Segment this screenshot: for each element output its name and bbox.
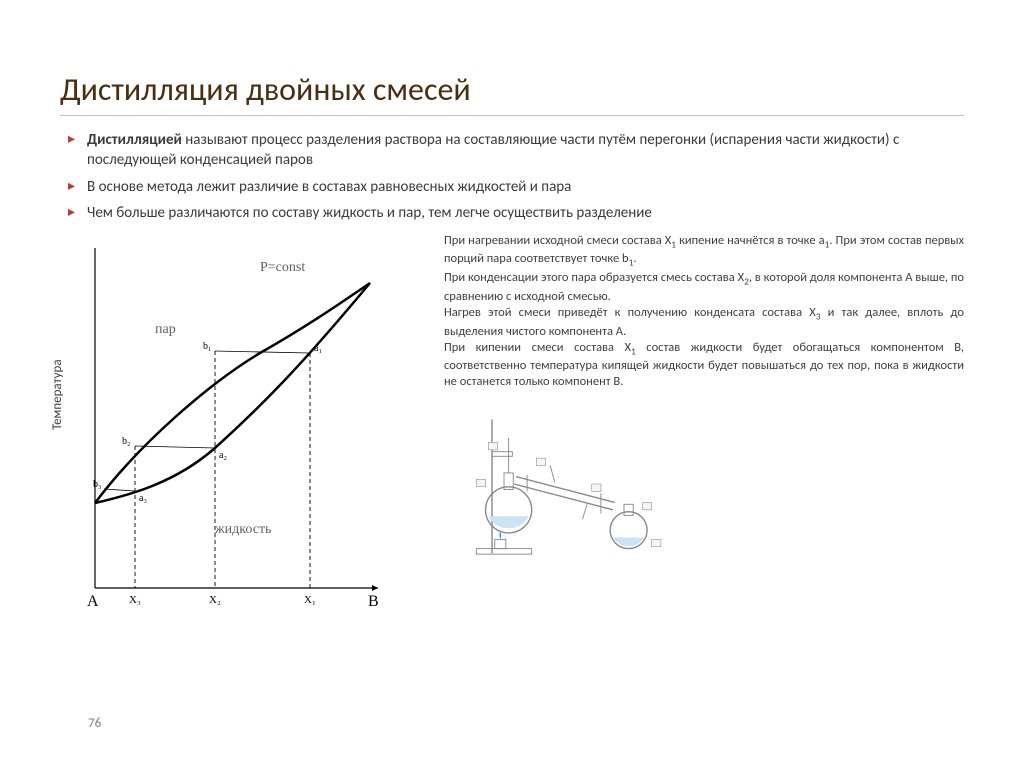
paragraph: При кипении смеси состава X1 состав жидк… (444, 340, 964, 389)
page-number: 76 (88, 716, 101, 731)
bullet-text: Чем больше различаются по составу жидкос… (87, 203, 652, 223)
bullet-marker-icon: ▸ (68, 177, 75, 196)
distillation-apparatus-icon (444, 399, 684, 569)
svg-text:X₂: X₂ (209, 594, 221, 606)
paragraph: Нагрев этой смеси приведёт к получению к… (444, 305, 964, 339)
svg-text:b₃: b₃ (93, 479, 102, 490)
svg-text:жидкость: жидкость (214, 522, 271, 537)
chart-column: Температура P=constпаржидкостьABX₁X₂X₃a₁… (60, 233, 430, 628)
svg-text:B: B (368, 593, 379, 610)
svg-text:X₁: X₁ (304, 594, 316, 606)
paragraph: При нагревании исходной смеси состава X1… (444, 233, 964, 269)
y-axis-label: Температура (50, 359, 65, 430)
bullet-text: Дистилляцией называют процесс разделения… (87, 130, 964, 171)
svg-text:пар: пар (155, 322, 176, 337)
phase-diagram: P=const пар жидкость A B X₁ X₂ X₃ a₁ b₁ a₂ b₂ a₃ b₃ (60, 233, 390, 623)
svg-text:X₃: X₃ (129, 594, 141, 606)
bullet-text: В основе метода лежит различие в состава… (87, 177, 571, 197)
svg-text:A: A (87, 593, 99, 610)
bullet-list: ▸ Дистилляцией называют процесс разделен… (60, 130, 964, 223)
bullet-item: ▸ Дистилляцией называют процесс разделен… (60, 130, 964, 171)
bullet-marker-icon: ▸ (68, 130, 75, 149)
content-row: Температура P=constпаржидкостьABX₁X₂X₃a₁… (60, 233, 964, 628)
svg-text:a₃: a₃ (139, 493, 147, 504)
slide-title: Дистилляция двойных смесей (60, 70, 964, 116)
bullet-item: ▸ Чем больше различаются по составу жидк… (60, 203, 964, 223)
svg-text:b₁: b₁ (203, 341, 212, 352)
paragraph: При конденсации этого пара образуется см… (444, 270, 964, 304)
bullet-item: ▸ В основе метода лежит различие в соста… (60, 177, 964, 197)
svg-text:a₂: a₂ (219, 450, 227, 461)
svg-text:a₁: a₁ (314, 343, 322, 354)
description-column: При нагревании исходной смеси состава X1… (444, 233, 964, 628)
svg-text:P=const: P=const (260, 260, 305, 275)
bullet-marker-icon: ▸ (68, 203, 75, 222)
svg-text:b₂: b₂ (122, 436, 131, 447)
